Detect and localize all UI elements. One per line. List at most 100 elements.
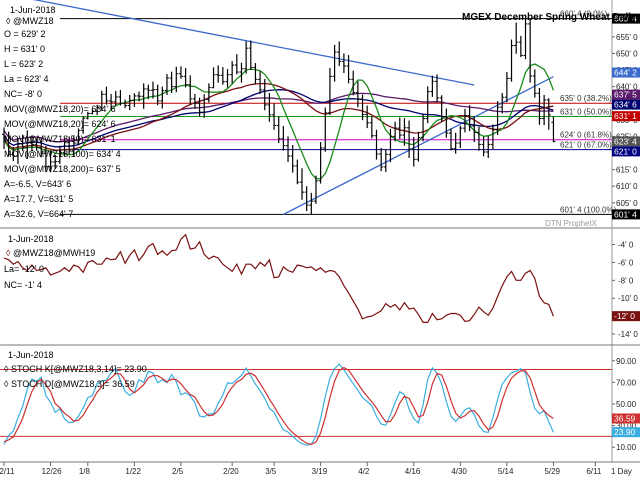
ohlc-bar xyxy=(2,127,6,150)
ohlc-bar xyxy=(155,84,160,106)
legend-item: MOV(@MWZ18,20)= 624' 6 xyxy=(4,119,116,129)
ohlc-bar xyxy=(300,168,304,200)
ohlc-bar xyxy=(141,83,146,109)
ohlc-bar xyxy=(481,136,486,157)
spread-tag-box xyxy=(612,311,640,322)
ohlc-bar xyxy=(146,84,151,100)
ohlc-bar xyxy=(90,109,95,115)
ohlc-bar xyxy=(402,118,407,146)
indicator-legend: MOV(@MWZ18,20)= 634' 6 MOV(@MWZ18,20)= 62… xyxy=(4,104,121,219)
ohlc-bar xyxy=(449,128,453,151)
price-tag-box xyxy=(612,99,640,110)
ohlc-bar xyxy=(95,104,100,116)
price-tag-label: 644' 2 xyxy=(614,68,637,78)
watermark: DTN ProphetX xyxy=(545,219,598,228)
ohlc-bar xyxy=(25,130,30,159)
ohlc-bar xyxy=(127,94,132,111)
moving-average-line xyxy=(3,89,554,148)
ohlc-bar xyxy=(160,86,165,109)
ohlc-bar xyxy=(43,146,48,173)
ohlc-bar xyxy=(323,107,328,152)
ohlc-bar xyxy=(53,154,58,169)
ohlc-bar xyxy=(532,69,537,98)
y-tick-label: -10' 0 xyxy=(618,294,638,303)
price-panel: 660' 4 (0.0%) 635' 0 (38.2%) 631' 0 (50.0%… xyxy=(0,0,640,462)
spread-date-label: 1-Jun-2018 xyxy=(8,234,54,244)
ohlc-bar xyxy=(262,79,267,111)
ohlc-bar xyxy=(462,108,467,133)
price-tag: 623' 4 xyxy=(612,136,640,147)
ohlc-bar xyxy=(234,54,239,75)
ohlc-bar xyxy=(123,99,128,109)
ohlc-bar xyxy=(411,137,416,167)
x-tick-label: 3/19 xyxy=(312,467,328,476)
ohlc-bar xyxy=(11,147,16,161)
stoch-date-label: 1-Jun-2018 xyxy=(8,350,54,360)
ohlc-bar xyxy=(313,175,318,204)
stoch-tag-label: 36.59 xyxy=(614,413,636,423)
y-tick-label: 50.00 xyxy=(616,400,637,409)
ohlc-bar xyxy=(546,98,551,130)
price-tag-label: 601' 4 xyxy=(614,209,637,219)
x-tick-label: 4/30 xyxy=(451,467,467,476)
ohlc-bar xyxy=(62,138,67,156)
ohlc-bar xyxy=(183,68,188,88)
ohlc-bar xyxy=(537,87,542,125)
retracement-label: 660' 4 (0.0%) xyxy=(560,10,608,19)
ohlc-readout: O = 629' 2 H = 631' 0 L = 623' 2 La = 62… xyxy=(4,29,49,99)
y-tick-label: -6' 0 xyxy=(618,258,634,267)
chart-title: MGEX December Spring Wheat Daily xyxy=(462,12,637,23)
ohlc-bar xyxy=(39,138,44,158)
ohlc-bar xyxy=(346,55,351,84)
ohlc-bar xyxy=(104,86,109,105)
ohlc-bar xyxy=(476,126,481,151)
ohlc-bar xyxy=(206,83,211,103)
ohlc-bar xyxy=(472,116,477,143)
x-tick-label: 12/11 xyxy=(0,467,15,476)
readout-open: O = 629' 2 xyxy=(4,29,46,39)
stoch-tag-label: 23.90 xyxy=(614,427,636,437)
ohlc-bar xyxy=(230,61,235,84)
price-tag: 637' 5 xyxy=(612,89,640,100)
spread-panel: -4' 0 -6' 0 -8' 0 -10' 0 -12' 0 -14' 0 1-Jun-… xyxy=(0,233,640,346)
legend-item: A=-6.5, V=643' 6 xyxy=(4,179,71,189)
ohlc-bar xyxy=(351,70,356,96)
ohlc-bar xyxy=(528,18,533,83)
retracement-label: 631' 0 (50.0%) xyxy=(560,108,612,117)
stoch-tag-box xyxy=(612,413,640,424)
ohlc-bar xyxy=(421,114,426,142)
ohlc-bar xyxy=(467,105,472,132)
ohlc-bar xyxy=(327,68,332,115)
retracement-label: 624' 0 (61.8%) xyxy=(560,131,612,140)
legend-item: MOV(@MWZ18,50)= 631' 1 xyxy=(4,134,116,144)
period-label: 1 Day xyxy=(611,467,632,476)
ohlc-bar xyxy=(514,22,519,54)
ohlc-bar xyxy=(290,145,295,173)
y-tick-label: -8' 0 xyxy=(618,276,634,285)
spread-tag-label: -12' 0 xyxy=(614,311,635,321)
ohlc-bar xyxy=(71,136,76,157)
ohlc-bar xyxy=(518,35,523,58)
ohlc-bar xyxy=(369,116,374,139)
price-tag-label: 623' 4 xyxy=(614,136,637,146)
price-tag: 621' 0 xyxy=(612,146,640,157)
ohlc-bar xyxy=(6,131,11,157)
ohlc-bar xyxy=(15,139,20,164)
ohlc-bar xyxy=(416,131,421,162)
retracement-label: 601' 4 (100.0%) xyxy=(560,205,617,214)
price-tag-box xyxy=(612,136,640,147)
stoch-legend-item: ◊ STOCH K[@MWZ18,3,14]= 23.90 xyxy=(4,364,147,374)
price-tag-box xyxy=(612,111,640,122)
ohlc-bar xyxy=(67,136,72,155)
ohlc-bar xyxy=(244,41,249,74)
ohlc-bar xyxy=(113,90,118,106)
trendline xyxy=(32,0,475,86)
ohlc-bar xyxy=(267,92,272,122)
moving-average-line xyxy=(3,82,554,151)
ohlc-bar xyxy=(304,186,309,212)
y-tick-label: 650' 0 xyxy=(616,49,638,58)
x-tick-label: 5/29 xyxy=(544,467,560,476)
x-tick-label: 2/20 xyxy=(223,467,239,476)
ohlc-bar xyxy=(393,121,398,142)
price-date-label: 1-Jun-2018 xyxy=(10,5,56,15)
